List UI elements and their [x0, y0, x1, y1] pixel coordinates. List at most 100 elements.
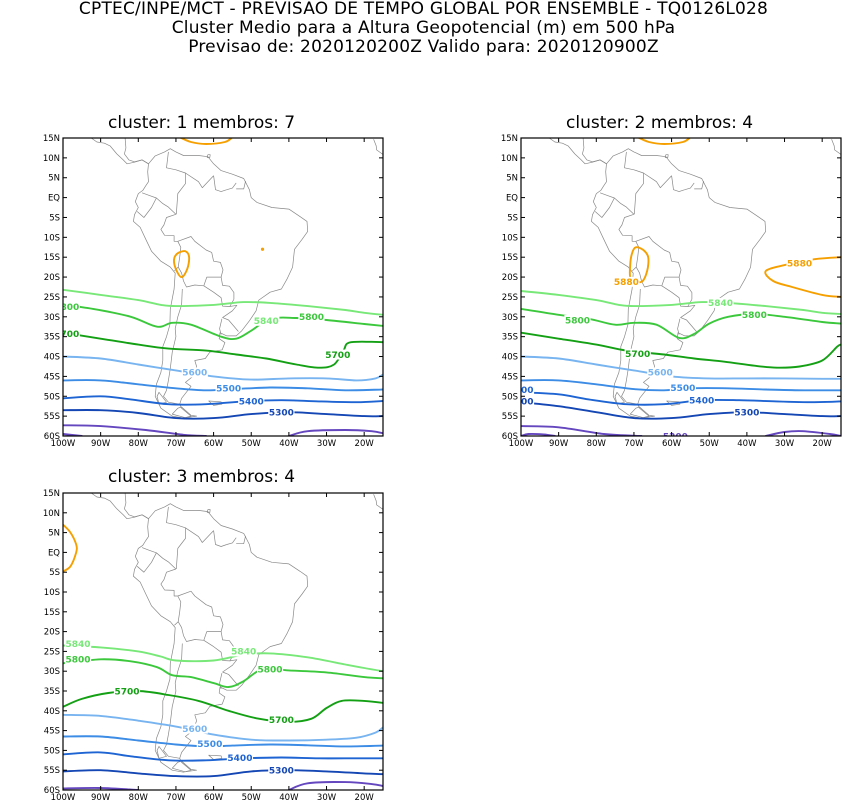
contour-label: 5400	[508, 386, 533, 396]
lon-label: 30W	[775, 439, 795, 449]
contour-label-bg	[230, 646, 257, 657]
contour-label: 5300	[269, 767, 294, 777]
coastline-caribbean	[124, 138, 149, 165]
contour-label: 5880	[787, 259, 812, 269]
contour-label-bg	[624, 348, 651, 359]
coastline-central-america	[90, 138, 149, 165]
country-border	[222, 304, 239, 332]
coastline-central-america	[90, 493, 149, 520]
lat-label: 5S	[49, 568, 60, 578]
lon-label: 40W	[279, 793, 299, 803]
country-border	[160, 213, 182, 271]
lat-label: EQ	[506, 194, 518, 204]
contour-label-bg	[521, 396, 535, 407]
lon-label: 50W	[700, 439, 720, 449]
contour-label: 5500	[670, 384, 695, 394]
island-coastline	[187, 479, 193, 481]
island-coastline	[159, 473, 182, 480]
lon-label: 70W	[166, 793, 186, 803]
header-line-1: CPTEC/INPE/MCT - PREVISAO DE TEMPO GLOBA…	[78, 0, 769, 19]
country-border	[621, 288, 641, 405]
coastline-south-america	[591, 148, 767, 419]
header-line-3: Previsao de: 2020120200Z Valido para: 20…	[188, 37, 659, 57]
contour-label-bg	[298, 311, 325, 322]
lon-label: 100W	[51, 793, 76, 803]
contour-label-bg	[238, 396, 265, 407]
contour-label: 5300	[269, 408, 294, 418]
contour-label: 5800	[299, 313, 324, 323]
contour-label: 5400	[689, 397, 714, 407]
contour-label: 5700	[54, 330, 79, 340]
contour-label: 5840	[66, 640, 91, 650]
country-border	[136, 552, 157, 573]
island-coastline	[664, 154, 669, 158]
lon-label: 100W	[509, 439, 534, 449]
country-border	[594, 197, 615, 218]
country-border	[671, 175, 685, 192]
country-border	[163, 288, 183, 405]
country-border	[203, 640, 235, 662]
contour-label-bg	[64, 638, 92, 649]
country-border	[678, 277, 693, 300]
country-border	[226, 537, 237, 545]
lat-label: 55S	[44, 412, 60, 422]
lat-label: 45S	[502, 372, 518, 382]
map-panel-1: 5840 5800 5800 5700 5700 5600 5500 5400 5300 15N 1…	[43, 107, 384, 449]
contour-5200	[287, 429, 383, 436]
island-coastline	[120, 107, 158, 118]
contour-label: 5200	[663, 432, 688, 442]
contour-5400	[63, 395, 383, 406]
contour-label: 5840	[254, 317, 279, 327]
country-border	[694, 180, 704, 190]
contour-label-bg	[113, 686, 141, 696]
contour-label-bg	[688, 395, 715, 406]
island-coastline	[159, 118, 182, 125]
lat-label: 15N	[501, 134, 518, 144]
lat-label: 20S	[502, 273, 518, 283]
contour-label-bg	[215, 383, 242, 394]
contour-5700	[521, 331, 841, 369]
lon-label: 30W	[317, 439, 337, 449]
country-border	[177, 621, 204, 642]
lat-label: 15N	[43, 134, 60, 144]
country-border	[163, 643, 183, 759]
lat-label: 60S	[502, 432, 518, 442]
contour-label-bg	[662, 431, 689, 436]
contour-label: 5400	[239, 397, 264, 407]
island-coastline	[350, 138, 351, 139]
lat-label: 50S	[44, 746, 60, 756]
map-frame	[62, 137, 384, 437]
country-border	[185, 527, 214, 543]
country-border	[677, 318, 681, 335]
lat-label: 5S	[507, 213, 518, 223]
lat-label: 5N	[506, 174, 518, 184]
country-border	[141, 547, 177, 570]
contour-label: 5800	[565, 316, 590, 326]
contour-label-bg	[63, 301, 80, 312]
lon-label: 70W	[624, 439, 644, 449]
panel-3-title: cluster: 3 membros: 4	[108, 467, 296, 487]
country-border	[680, 304, 697, 332]
contour-label: 5800	[54, 303, 79, 313]
contour-label: 5840	[231, 648, 256, 658]
country-border	[222, 659, 239, 687]
island-coastline	[206, 154, 211, 158]
contour-label: 5500	[216, 385, 241, 395]
contour-label-bg	[521, 384, 535, 395]
contour-label-bg	[741, 309, 768, 320]
contour-label-bg	[64, 654, 92, 665]
coastline-south-america	[133, 503, 309, 773]
country-border	[661, 285, 693, 307]
lon-label: 60W	[204, 439, 224, 449]
country-border	[203, 285, 235, 307]
contour-label-bg	[707, 297, 734, 308]
contour-label: 5840	[708, 299, 733, 309]
contour-label-bg	[181, 367, 208, 378]
lon-label: 90W	[91, 793, 111, 803]
lon-label: 20W	[355, 439, 375, 449]
coastline-africa	[373, 494, 383, 511]
contour-5300	[521, 401, 841, 420]
lon-label: 100W	[51, 439, 76, 449]
panel-1-title: cluster: 1 membros: 7	[108, 113, 296, 133]
contour-5400	[63, 751, 383, 762]
